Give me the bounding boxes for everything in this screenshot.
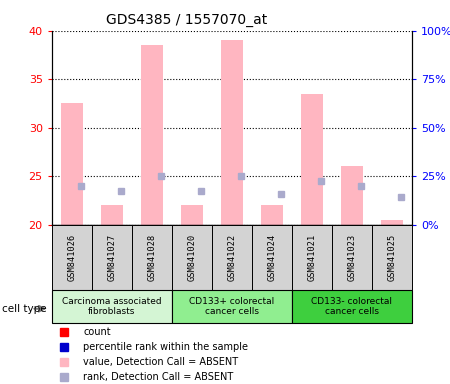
- Bar: [52, 225, 92, 290]
- Text: GSM841028: GSM841028: [147, 233, 156, 281]
- Bar: [221, 40, 243, 225]
- Text: GSM841027: GSM841027: [107, 233, 116, 281]
- Text: CD133- colorectal
cancer cells: CD133- colorectal cancer cells: [311, 296, 392, 316]
- Bar: [181, 205, 203, 225]
- Bar: [61, 103, 83, 225]
- Text: Carcinoma associated
fibroblasts: Carcinoma associated fibroblasts: [62, 296, 162, 316]
- Bar: [52, 290, 172, 323]
- Bar: [381, 220, 403, 225]
- Bar: [132, 225, 172, 290]
- Text: value, Detection Call = ABSENT: value, Detection Call = ABSENT: [83, 357, 238, 367]
- Bar: [301, 94, 323, 225]
- Text: count: count: [83, 327, 111, 337]
- Bar: [172, 225, 212, 290]
- Bar: [332, 225, 372, 290]
- Text: GSM841025: GSM841025: [387, 233, 396, 281]
- Bar: [92, 225, 132, 290]
- Bar: [292, 290, 412, 323]
- Text: CD133+ colorectal
cancer cells: CD133+ colorectal cancer cells: [189, 296, 274, 316]
- Bar: [341, 167, 363, 225]
- Text: rank, Detection Call = ABSENT: rank, Detection Call = ABSENT: [83, 372, 234, 382]
- Text: GSM841020: GSM841020: [187, 233, 196, 281]
- Bar: [101, 205, 123, 225]
- Bar: [172, 290, 292, 323]
- Text: GSM841023: GSM841023: [347, 233, 356, 281]
- Text: GSM841024: GSM841024: [267, 233, 276, 281]
- Bar: [252, 225, 292, 290]
- Bar: [141, 45, 163, 225]
- Bar: [372, 225, 412, 290]
- Text: GDS4385 / 1557070_at: GDS4385 / 1557070_at: [106, 13, 267, 27]
- Text: percentile rank within the sample: percentile rank within the sample: [83, 342, 248, 352]
- Bar: [292, 225, 332, 290]
- Text: cell type: cell type: [2, 304, 47, 314]
- Bar: [212, 225, 252, 290]
- Text: GSM841026: GSM841026: [67, 233, 76, 281]
- Text: GSM841021: GSM841021: [307, 233, 316, 281]
- Bar: [261, 205, 283, 225]
- Text: GSM841022: GSM841022: [227, 233, 236, 281]
